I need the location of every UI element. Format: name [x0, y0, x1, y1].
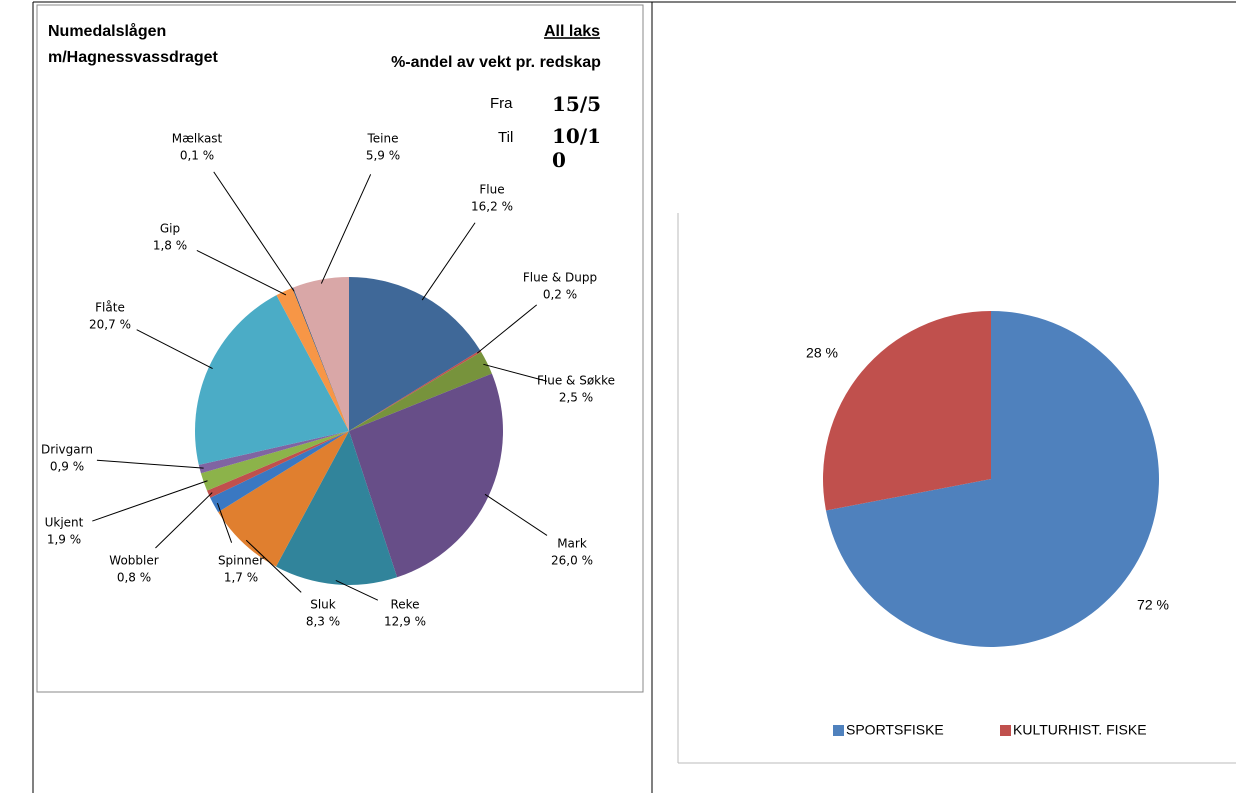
data-label: 28 % [806, 345, 838, 361]
leader-line [320, 174, 372, 284]
leader-line [92, 480, 208, 522]
slice-category: Drivgarn [41, 443, 93, 457]
data-label: 1,8 % [153, 239, 187, 253]
data-label: 8,3 % [306, 615, 340, 629]
data-label: 12,9 % [384, 615, 426, 629]
legend-label: KULTURHIST. FISKE [1013, 722, 1147, 738]
legend-label: SPORTSFISKE [846, 722, 944, 738]
slice-category: Flue & Søkke [537, 374, 615, 388]
period-value: 15/5 [552, 92, 602, 116]
pie-slice [825, 311, 1160, 647]
slice-category: Spinner [218, 554, 264, 568]
pie-slice [276, 431, 398, 585]
data-label: 1,9 % [47, 533, 81, 547]
data-label: 0,2 % [543, 288, 577, 302]
slice-category: Flue [479, 183, 504, 197]
leader-line [155, 492, 213, 549]
data-label: 5,9 % [366, 149, 400, 163]
period-value: 10/10 [552, 124, 602, 172]
pie-slice [207, 431, 349, 498]
leader-line [245, 539, 302, 593]
slice-category: Mark [557, 537, 587, 551]
leader-line [136, 329, 213, 370]
slice-category: Reke [390, 598, 419, 612]
data-label: 20,7 % [89, 318, 131, 332]
pie-slice [349, 277, 481, 431]
slice-category: Wobbler [109, 554, 158, 568]
slice-category: Sluk [310, 598, 336, 612]
period-label: Fra [490, 95, 513, 112]
chart-subtitle: All laks [544, 23, 600, 40]
leader-line [476, 304, 538, 354]
pie-slice [200, 431, 349, 491]
slice-category: Flåte [95, 301, 125, 315]
pie-slice [276, 287, 349, 431]
slice-category: Gip [160, 222, 180, 236]
leader-line [484, 493, 548, 536]
leader-line [213, 171, 295, 292]
data-label: 0,9 % [50, 460, 84, 474]
data-label: 0,1 % [180, 149, 214, 163]
pie-slice [349, 373, 503, 578]
period-label: Til [498, 129, 513, 146]
pie-slice [210, 431, 349, 513]
slice-category: Teine [367, 132, 399, 146]
data-label: 2,5 % [559, 391, 593, 405]
pie-slice [198, 431, 349, 474]
annotation: %-andel av vekt pr. redskap [391, 54, 601, 71]
slice-category: Flue & Dupp [523, 271, 597, 285]
legend-swatch [833, 725, 844, 736]
data-label: 0,8 % [117, 571, 151, 585]
leader-line [483, 363, 548, 382]
data-label: 1,7 % [224, 571, 258, 585]
slice-category: Ukjent [45, 516, 84, 530]
pie-slice [292, 287, 349, 431]
pie-slice [218, 431, 349, 567]
pie-slice [823, 311, 991, 511]
data-label: 72 % [1137, 597, 1169, 613]
leader-line [96, 459, 204, 469]
pie-slice [349, 350, 482, 431]
chart-frame [36, 4, 644, 693]
leader-line [335, 579, 379, 601]
leader-line [196, 249, 287, 296]
data-label: 26,0 % [551, 554, 593, 568]
pie-slice [194, 295, 349, 465]
chart-title: m/Hagnessvassdraget [48, 49, 219, 66]
leader-line [217, 502, 233, 543]
chart-title: Numedalslågen [48, 22, 166, 40]
leader-line [421, 222, 476, 301]
slice-category: Mælkast [172, 132, 223, 146]
data-label: 16,2 % [471, 200, 513, 214]
pie-slice [293, 277, 349, 431]
pie-slice [349, 351, 492, 431]
legend-swatch [1000, 725, 1011, 736]
